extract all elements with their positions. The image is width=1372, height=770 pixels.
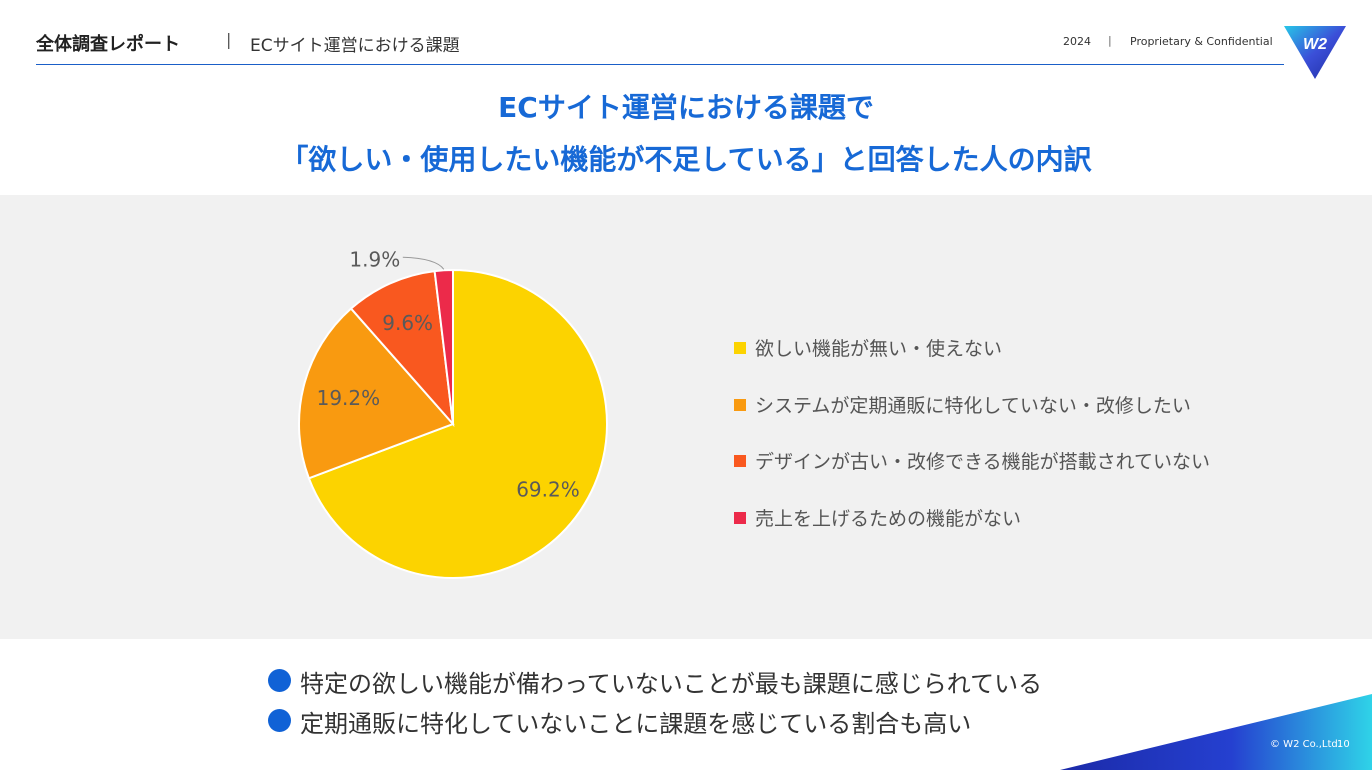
leader-line — [402, 256, 445, 270]
legend-swatch — [734, 455, 746, 467]
header-subtitle: ECサイト運営における課題 — [250, 36, 460, 56]
slice-label: 1.9% — [349, 247, 400, 271]
legend-swatch — [734, 398, 746, 411]
legend-label: デザインが古い・改修できる機能が搭載されていない — [755, 451, 1211, 473]
legend-swatch — [734, 511, 746, 524]
pie-slice — [433, 268, 454, 425]
finding-text: 定期通販に特化していないことに課題を感じている割合も高い — [300, 710, 972, 738]
header-separator: | — [226, 30, 232, 49]
header: 全体調査レポート | ECサイト運営における課題 2024 | Propriet… — [36, 28, 1284, 65]
logo-text: W2 — [1303, 36, 1327, 53]
pie-slice — [349, 269, 455, 428]
header-separator-right: | — [1108, 34, 1112, 47]
slice-label: 9.6% — [382, 311, 433, 335]
header-year: 2024 — [1063, 35, 1091, 48]
pie-slice — [307, 268, 608, 579]
legend-label: 欲しい機能が無い・使えない — [755, 338, 1003, 360]
legend-label: システムが定期通販に特化していない・改修したい — [755, 394, 1191, 417]
slice-label: 19.2% — [317, 386, 381, 410]
legend-label: 売上を上げるための機能がない — [755, 507, 1022, 530]
report-title: 全体調査レポート — [36, 34, 180, 55]
slide-title-line2: 「欲しい・使用したい機能が不足している」と回答した人の内訳 — [280, 143, 1092, 176]
slice-label: 69.2% — [516, 478, 580, 502]
pie-slice — [298, 307, 455, 480]
chart-panel: 69.2% 19.2% 9.6% 1.9% 欲しい機能が無い・使えないシステムが定期通… — [0, 195, 1372, 639]
finding-text: 特定の欲しい機能が備わっていないことが最も課題に感じられている — [300, 670, 1043, 698]
bullet-dot-icon — [268, 709, 291, 732]
slide-title-line1: ECサイト運営における課題で — [498, 91, 874, 124]
pie-chart: 69.2% 19.2% 9.6% 1.9% — [298, 247, 608, 579]
bullet-dot-icon — [268, 669, 291, 692]
copyright: © W2 Co.,Ltd. — [1270, 739, 1341, 750]
page-number: 10 — [1337, 739, 1350, 750]
w2-logo: W2 — [1284, 26, 1346, 79]
legend-swatch — [734, 342, 746, 354]
confidential-label: Proprietary & Confidential — [1130, 35, 1273, 48]
